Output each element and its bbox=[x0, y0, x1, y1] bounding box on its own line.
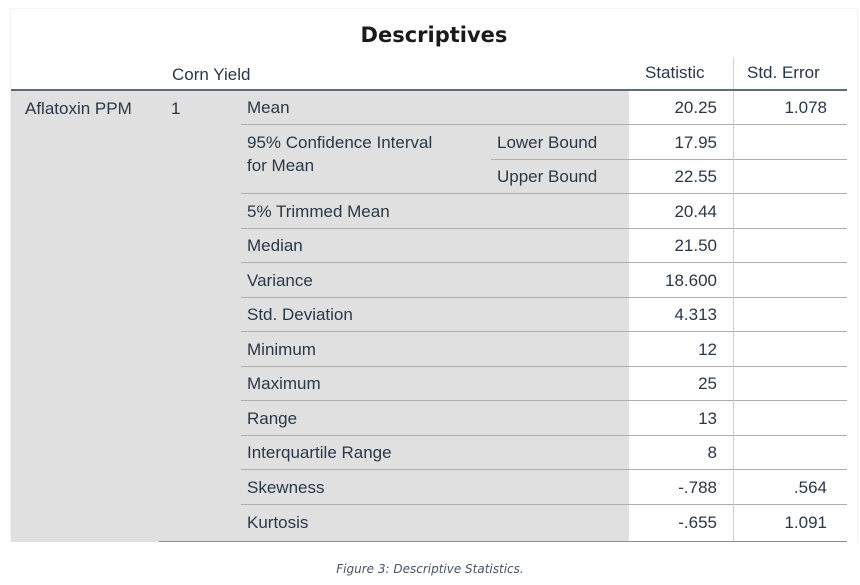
row-label: Interquartile Range bbox=[247, 443, 392, 462]
std-error-value: 1.078 bbox=[784, 98, 827, 117]
value-cell-bg bbox=[629, 263, 847, 298]
statistic-value: 17.95 bbox=[674, 133, 717, 152]
variable-label: Aflatoxin PPM bbox=[25, 99, 132, 118]
row-separator bbox=[241, 228, 847, 229]
statistic-value: 18.600 bbox=[665, 271, 717, 290]
header-divider bbox=[733, 57, 734, 89]
header-rule bbox=[11, 89, 847, 91]
value-cell-bg bbox=[629, 194, 847, 229]
row-label: 5% Trimmed Mean bbox=[247, 202, 390, 221]
value-cell-bg bbox=[629, 401, 847, 436]
descriptives-table-panel: Descriptives Corn Yield Statistic Std. E… bbox=[10, 8, 858, 542]
column-divider bbox=[733, 91, 734, 542]
value-cell-bg bbox=[629, 125, 847, 160]
group-value: 1 bbox=[171, 99, 181, 118]
group-header: Corn Yield bbox=[172, 65, 251, 84]
row-label: Kurtosis bbox=[247, 513, 309, 532]
value-cell-bg bbox=[629, 229, 847, 263]
value-cell-bg bbox=[629, 505, 847, 541]
statistic-value: -.655 bbox=[678, 513, 717, 532]
statistic-value: -.788 bbox=[678, 478, 717, 497]
std-error-value: 1.091 bbox=[784, 513, 827, 532]
row-separator bbox=[241, 262, 847, 263]
value-cell-bg bbox=[629, 470, 847, 505]
statistic-value: 4.313 bbox=[674, 305, 717, 324]
figure-caption: Figure 3: Descriptive Statistics. bbox=[336, 562, 524, 576]
statistic-value: 12 bbox=[698, 340, 717, 359]
row-label: Range bbox=[247, 409, 298, 428]
value-cell-bg bbox=[629, 367, 847, 401]
row-sublabel: Lower Bound bbox=[497, 133, 598, 152]
statistic-value: 20.44 bbox=[674, 202, 717, 221]
row-separator bbox=[241, 504, 847, 505]
row-label: Variance bbox=[247, 271, 313, 290]
row-label: 95% Confidence Interval bbox=[247, 133, 433, 152]
row-separator bbox=[241, 366, 847, 367]
row-separator bbox=[241, 297, 847, 298]
statistic-header: Statistic bbox=[645, 63, 705, 82]
row-label: Minimum bbox=[247, 340, 316, 359]
row-separator bbox=[241, 435, 847, 436]
statistic-value: 25 bbox=[698, 374, 717, 393]
row-label: Skewness bbox=[247, 478, 325, 497]
value-cell-bg bbox=[629, 160, 847, 194]
row-separator bbox=[241, 400, 847, 401]
row-label: Median bbox=[247, 236, 303, 255]
std-error-header: Std. Error bbox=[747, 63, 820, 82]
row-separator bbox=[491, 159, 847, 160]
value-cell-bg bbox=[629, 298, 847, 332]
statistic-value: 13 bbox=[698, 409, 717, 428]
value-cell-bg bbox=[629, 436, 847, 470]
row-separator bbox=[241, 331, 847, 332]
row-separator bbox=[241, 124, 847, 125]
std-error-value: .564 bbox=[793, 478, 827, 497]
statistic-value: 8 bbox=[707, 443, 717, 462]
statistic-value: 22.55 bbox=[674, 167, 717, 186]
table-title: Descriptives bbox=[360, 23, 508, 47]
row-label-area bbox=[11, 91, 629, 542]
value-cell-bg bbox=[629, 332, 847, 367]
row-label: Maximum bbox=[247, 374, 321, 393]
bottom-rule bbox=[159, 541, 847, 542]
row-sublabel: Upper Bound bbox=[497, 167, 598, 186]
row-separator bbox=[241, 469, 847, 470]
row-label: Mean bbox=[247, 98, 290, 117]
statistic-value: 21.50 bbox=[674, 236, 717, 255]
row-label-continued: for Mean bbox=[247, 156, 315, 175]
value-cell-bg bbox=[629, 91, 847, 125]
row-label: Std. Deviation bbox=[247, 305, 353, 324]
row-separator bbox=[241, 193, 847, 194]
statistic-value: 20.25 bbox=[674, 98, 717, 117]
